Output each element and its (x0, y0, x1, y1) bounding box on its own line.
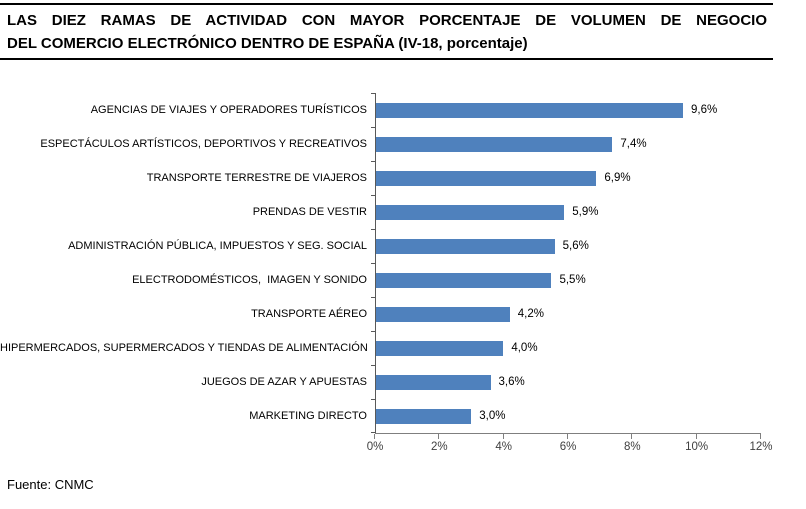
bar-track: 5,6% (375, 238, 760, 254)
x-axis (374, 433, 761, 439)
page-title: LAS DIEZ RAMAS DE ACTIVIDAD CON MAYOR PO… (7, 9, 767, 55)
bar-chart: AGENCIAS DE VIAJES Y OPERADORES TURÍSTIC… (0, 93, 806, 433)
value-label: 9,6% (691, 104, 718, 116)
value-label: 7,4% (620, 138, 647, 150)
y-axis (371, 93, 376, 433)
category-label: MARKETING DIRECTO (249, 410, 367, 422)
x-tick-label: 12% (749, 441, 773, 453)
bar-track: 4,2% (375, 306, 760, 322)
y-axis-tick (371, 229, 375, 230)
x-axis-tick (695, 434, 697, 439)
bar (375, 170, 597, 186)
title-top-rule (0, 3, 773, 5)
value-label: 5,5% (559, 274, 586, 286)
x-axis-tick (760, 434, 761, 439)
bar-row: HIPERMERCADOS, SUPERMERCADOS Y TIENDAS D… (0, 331, 806, 365)
x-axis-tick (374, 434, 375, 439)
bar-track: 9,6% (375, 102, 760, 118)
title-bottom-rule (0, 58, 773, 60)
bar-track: 5,5% (375, 272, 760, 288)
bar-track: 7,4% (375, 136, 760, 152)
x-tick-label: 2% (431, 441, 448, 453)
bar-row: JUEGOS DE AZAR Y APUESTAS 3,6% (0, 365, 806, 399)
x-tick-label: 6% (559, 441, 577, 453)
x-axis-labels: 0% 2% 4% 6% 8% 10% 12% (367, 441, 773, 455)
bar (375, 306, 510, 322)
x-axis-tick (502, 434, 504, 439)
category-label: TRANSPORTE AÉREO (251, 308, 367, 320)
x-tick-label: 4% (495, 441, 512, 453)
source-note: Fuente: CNMC (7, 477, 94, 492)
y-axis-tick (371, 331, 375, 332)
category-label: JUEGOS DE AZAR Y APUESTAS (201, 376, 367, 388)
x-axis-tick (631, 434, 633, 439)
page-title-line1: LAS DIEZ RAMAS DE ACTIVIDAD CON MAYOR PO… (7, 12, 767, 29)
bar-row: TRANSPORTE AÉREO 4,2% (0, 297, 806, 331)
bar (375, 272, 552, 288)
bar-row: MARKETING DIRECTO 3,0% (0, 399, 806, 433)
value-label: 5,6% (562, 240, 589, 252)
value-label: 3,0% (479, 410, 506, 422)
bar (375, 102, 683, 118)
value-label: 4,2% (517, 308, 544, 320)
bar (375, 340, 504, 356)
page-title-line2: DEL COMERCIO ELECTRÓNICO DENTRO DE ESPAÑ… (7, 35, 528, 52)
category-label: HIPERMERCADOS, SUPERMERCADOS Y TIENDAS D… (0, 342, 368, 354)
y-axis-tick (371, 263, 375, 264)
category-label: TRANSPORTE TERRESTRE DE VIAJEROS (146, 172, 367, 184)
bar (375, 408, 472, 424)
y-axis-tick (371, 297, 375, 298)
x-tick-label: 10% (685, 441, 709, 453)
y-axis-tick (371, 365, 375, 366)
bar-track: 3,6% (375, 374, 760, 390)
y-axis-tick (371, 161, 375, 162)
bar (375, 136, 613, 152)
bar-track: 3,0% (375, 408, 760, 424)
bar-track: 6,9% (375, 170, 760, 186)
bar-row: AGENCIAS DE VIAJES Y OPERADORES TURÍSTIC… (0, 93, 806, 127)
category-label: ADMINISTRACIÓN PÚBLICA, IMPUESTOS Y SEG.… (68, 240, 367, 252)
category-label: ESPECTÁCULOS ARTÍSTICOS, DEPORTIVOS Y RE… (40, 138, 367, 150)
bar-row: ELECTRODOMÉSTICOS, IMAGEN Y SONIDO 5,5% (0, 263, 806, 297)
y-axis-tick (371, 432, 375, 433)
category-label: AGENCIAS DE VIAJES Y OPERADORES TURÍSTIC… (90, 104, 367, 116)
y-axis-tick (371, 399, 375, 400)
x-tick-label: 0% (366, 441, 384, 453)
category-label: ELECTRODOMÉSTICOS, IMAGEN Y SONIDO (132, 274, 367, 286)
x-axis-tick (567, 434, 568, 439)
bar-track: 4,0% (375, 340, 760, 356)
y-axis-tick (371, 127, 375, 128)
x-axis-tick (438, 434, 440, 439)
value-label: 3,6% (498, 376, 525, 388)
bar-row: TRANSPORTE TERRESTRE DE VIAJEROS 6,9% (0, 161, 806, 195)
bar-row: PRENDAS DE VESTIR 5,9% (0, 195, 806, 229)
category-label: PRENDAS DE VESTIR (252, 206, 367, 218)
value-label: 4,0% (511, 342, 538, 354)
value-label: 6,9% (604, 172, 631, 184)
bar-track: 5,9% (375, 204, 760, 220)
x-tick-label: 8% (624, 441, 641, 453)
bar (375, 374, 491, 390)
value-label: 5,9% (572, 206, 599, 218)
bar (375, 238, 555, 254)
bar-row: ADMINISTRACIÓN PÚBLICA, IMPUESTOS Y SEG.… (0, 229, 806, 263)
bar (375, 204, 565, 220)
bar-row: ESPECTÁCULOS ARTÍSTICOS, DEPORTIVOS Y RE… (0, 127, 806, 161)
y-axis-tick (371, 93, 375, 94)
y-axis-tick (371, 195, 375, 196)
